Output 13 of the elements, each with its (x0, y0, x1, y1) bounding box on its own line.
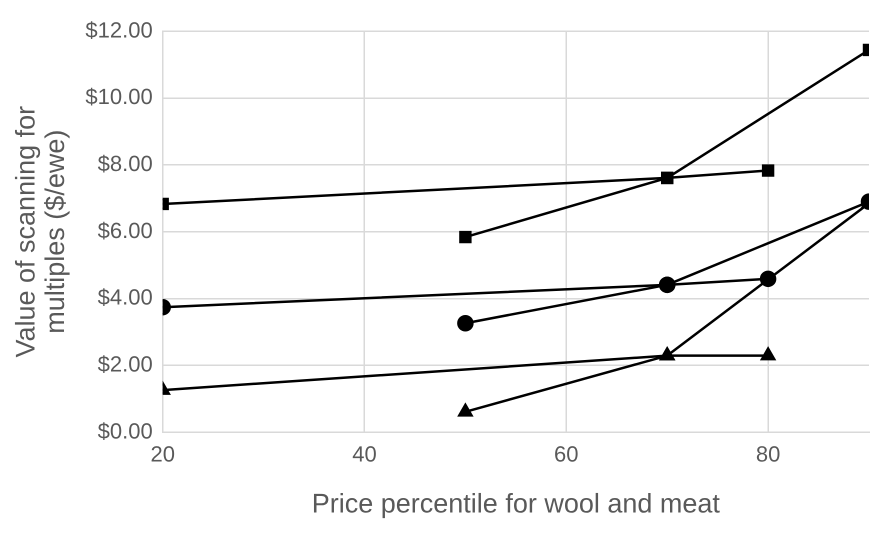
y-tick-label: $2.00 (98, 351, 153, 376)
y-tick-label: $8.00 (98, 150, 153, 176)
x-tick-label: 80 (756, 441, 780, 466)
x-axis-title: Price percentile for wool and meat (312, 488, 720, 518)
x-tick-label: 20 (150, 441, 175, 466)
y-tick-label: $12.00 (85, 17, 153, 42)
x-tick-label: 60 (554, 441, 579, 466)
y-tick-label: $6.00 (98, 218, 153, 243)
y-tick-label: $0.00 (98, 418, 153, 444)
y-tick-label: $4.00 (98, 284, 153, 310)
x-tick-label: 40 (352, 441, 377, 466)
y-axis-title: Value of scanning for multiples ($/ewe) (10, 106, 70, 358)
y-tick-label: $10.00 (85, 84, 153, 110)
